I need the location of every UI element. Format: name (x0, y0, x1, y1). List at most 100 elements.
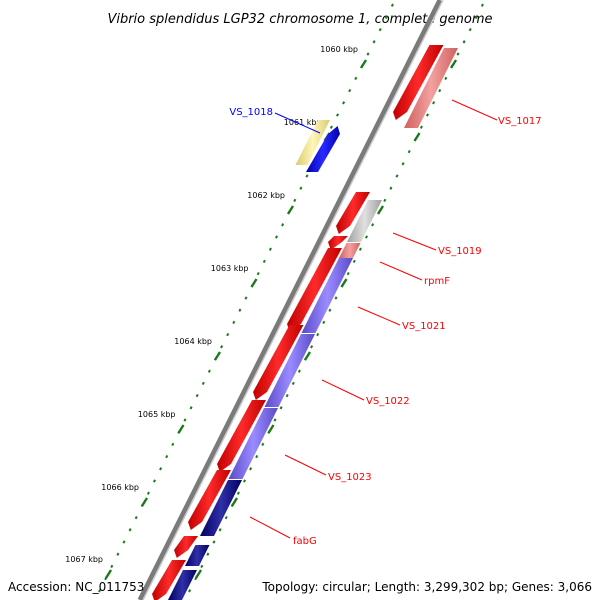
minor-tick (98, 589, 102, 593)
tick-label: 1063 kbp (211, 264, 249, 273)
feature-navy (200, 480, 242, 536)
minor-tick (419, 125, 423, 129)
minor-tick (232, 320, 236, 325)
leader-line (284, 454, 327, 476)
minor-tick (348, 88, 352, 93)
minor-tick (336, 113, 339, 117)
gene-label: fabG (293, 536, 317, 547)
gene-label: VS_1017 (498, 116, 542, 127)
minor-tick (329, 125, 333, 129)
gene-label: VS_1023 (328, 472, 372, 483)
topology-text: Topology: circular; Length: 3,299,302 bp… (262, 580, 592, 594)
minor-tick (244, 296, 248, 300)
minor-tick (293, 198, 297, 203)
minor-tick (291, 381, 295, 386)
minor-tick (238, 308, 242, 312)
minor-tick (279, 406, 283, 410)
leader-line (379, 261, 423, 281)
leader-line (357, 306, 401, 326)
gene-label: VS_1021 (402, 321, 446, 332)
minor-tick (297, 369, 301, 373)
minor-tick (261, 442, 265, 447)
gene-label: rpmF (424, 276, 450, 287)
minor-tick (358, 247, 362, 251)
chromosome-backbone (137, 0, 444, 600)
minor-tick (432, 101, 436, 105)
major-tick (250, 278, 258, 288)
minor-tick (226, 332, 230, 337)
minor-tick (354, 76, 358, 81)
backbone-line (137, 0, 443, 600)
minor-tick (110, 564, 114, 569)
minor-tick (134, 515, 138, 520)
leader-line (392, 232, 437, 251)
major-tick (286, 205, 295, 215)
minor-tick (183, 418, 187, 422)
feature-yellow (295, 120, 330, 165)
tick-label: 1061 kbp (284, 118, 322, 127)
minor-tick (212, 540, 216, 544)
minor-tick (200, 564, 204, 569)
minor-tick (285, 393, 289, 398)
minor-tick (255, 454, 259, 459)
feature-pink-small (339, 243, 361, 258)
minor-tick (281, 223, 285, 227)
minor-tick (189, 406, 193, 410)
feature-purple (264, 334, 315, 407)
minor-tick (195, 393, 199, 398)
minor-tick (389, 186, 393, 190)
minor-tick (365, 235, 368, 239)
accession-text: Accession: NC_011753 (8, 580, 145, 594)
minor-tick (371, 223, 375, 227)
minor-tick (395, 174, 399, 178)
major-tick (194, 569, 203, 579)
backbone-highlight (142, 0, 444, 600)
minor-tick (438, 88, 442, 93)
tick-label: 1066 kbp (101, 483, 139, 492)
minor-tick (256, 271, 260, 276)
minor-tick (390, 3, 394, 7)
minor-tick (366, 52, 370, 56)
minor-tick (165, 454, 169, 459)
minor-tick (207, 369, 211, 373)
feature-gray (347, 200, 382, 242)
minor-tick (268, 247, 272, 251)
tick-label: 1060 kbp (320, 45, 358, 54)
leader-line (321, 379, 365, 401)
map-title: Vibrio splendidus LGP32 chromosome 1, co… (107, 12, 492, 27)
minor-tick (328, 308, 332, 312)
feature-tracks (152, 45, 458, 600)
minor-tick (224, 515, 228, 520)
major-tick (267, 424, 275, 434)
major-tick (104, 569, 113, 579)
minor-tick (384, 15, 388, 20)
gene-arrow-red (152, 560, 186, 600)
major-tick (303, 351, 312, 361)
feature-navy (185, 545, 210, 566)
minor-tick (316, 332, 320, 337)
minor-tick (188, 589, 192, 593)
major-tick (359, 59, 368, 69)
minor-tick (310, 345, 314, 349)
tick-label: 1064 kbp (174, 337, 212, 346)
minor-tick (480, 3, 484, 7)
major-tick (177, 424, 185, 434)
minor-tick (206, 552, 210, 556)
minor-tick (171, 442, 175, 447)
gene-arrow-red (287, 248, 342, 332)
minor-tick (249, 467, 253, 471)
minor-tick (456, 52, 460, 56)
minor-tick (372, 40, 376, 44)
gene-arrow-vs-1018 (306, 126, 340, 172)
major-tick (213, 351, 222, 361)
minor-tick (401, 162, 405, 166)
feature-purple (301, 258, 353, 333)
tick-label: 1065 kbp (138, 410, 176, 419)
gene-label: VS_1022 (366, 396, 410, 407)
minor-tick (262, 259, 266, 264)
tick-label: 1067 kbp (65, 555, 103, 564)
leader-line (274, 112, 321, 134)
minor-tick (218, 528, 222, 532)
minor-tick (299, 186, 303, 190)
